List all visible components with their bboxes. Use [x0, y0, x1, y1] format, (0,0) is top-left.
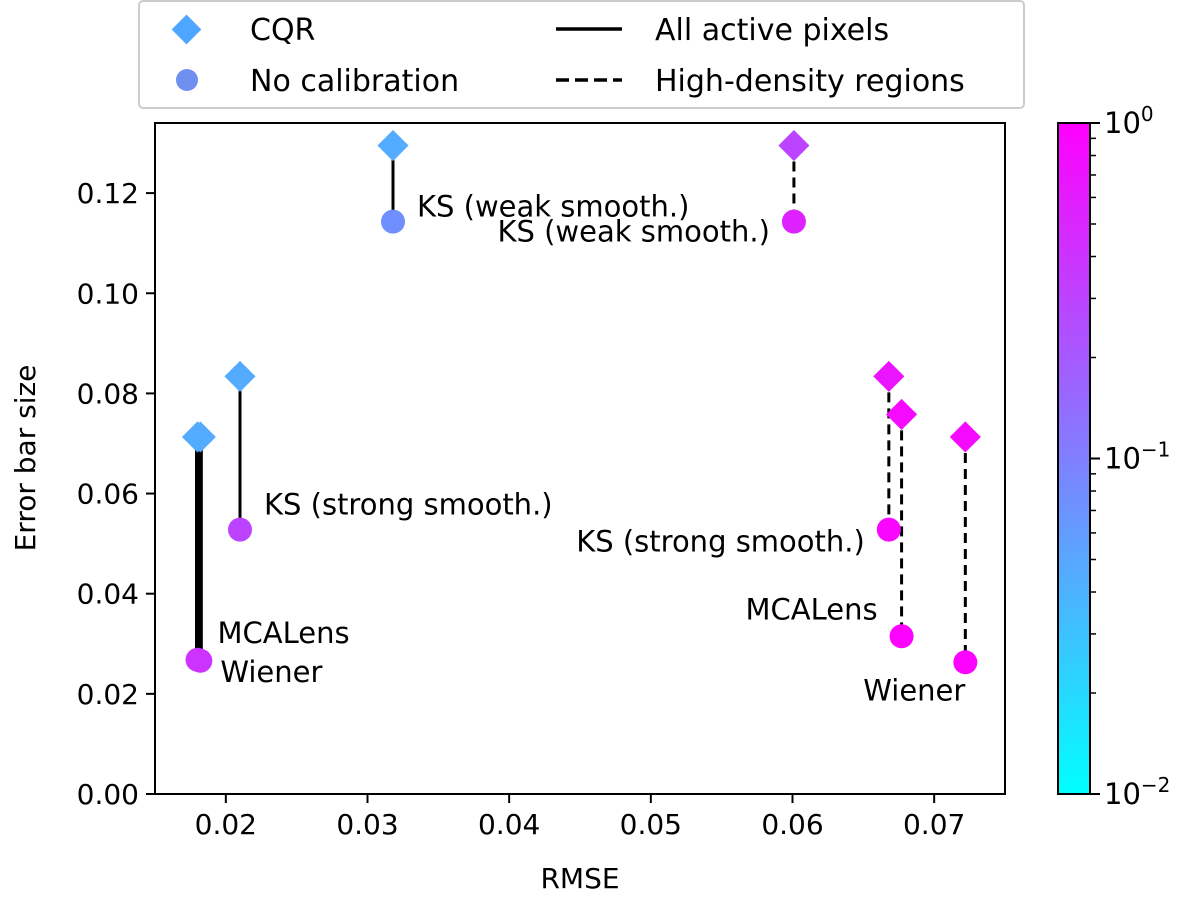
point-label: KS (weak smooth.): [417, 190, 689, 224]
legend-cqr-marker: [171, 14, 202, 45]
no-calibration-point: [188, 648, 213, 673]
x-tick-label: 0.04: [478, 808, 540, 841]
point-label: KS (weak smooth.): [497, 215, 769, 249]
legend: CQR No calibration All active pixels Hig…: [138, 0, 1025, 109]
point-label: KS (strong smooth.): [264, 488, 553, 522]
x-tick-label: 0.07: [903, 808, 965, 841]
cqr-point: [377, 129, 409, 162]
plot-area: KS (weak smooth.) KS (strong smooth.) MCAL…: [77, 122, 1006, 841]
x-tick-label: 0.03: [336, 808, 398, 841]
cqr-point: [949, 421, 981, 453]
colorbar-gradient: [1057, 122, 1091, 795]
connector-lines: [195, 145, 967, 663]
point-label: KS (strong smooth.): [576, 525, 865, 559]
x-tick-label: 0.05: [620, 808, 682, 841]
no-calibration-point: [228, 517, 252, 542]
cqr-point: [873, 360, 905, 392]
colorbar-major-ticks: 100 10−1 10−2: [1090, 102, 1170, 811]
x-tick-label: 0.06: [761, 808, 823, 841]
legend-dashed-label: High-density regions: [655, 64, 965, 99]
y-tick-label: 0.08: [77, 377, 139, 410]
y-axis-ticks: 0.00 0.02 0.04 0.06 0.08 0.10 0.12: [77, 177, 155, 811]
point-label: MCALens: [745, 592, 877, 626]
point-label: MCALens: [218, 616, 350, 650]
cqr-point: [184, 421, 216, 453]
colorbar-minor-ticks: [1090, 137, 1096, 694]
no-calibration-point: [781, 209, 806, 234]
plot-frame: [154, 122, 1006, 795]
cqr-point: [886, 398, 918, 430]
no-calibration-point: [876, 517, 901, 542]
point-label: Wiener: [863, 673, 965, 707]
x-tick-label: 0.02: [195, 808, 257, 841]
y-tick-label: 0.00: [77, 778, 139, 811]
point-labels: KS (weak smooth.) KS (strong smooth.) MCAL…: [218, 190, 966, 708]
legend-nocal-marker: [176, 69, 198, 91]
data-markers: [181, 129, 981, 675]
colorbar-tick-label: 100: [1104, 102, 1154, 140]
legend-frame: [138, 0, 1025, 109]
y-tick-label: 0.06: [77, 478, 139, 511]
y-tick-label: 0.10: [77, 277, 139, 310]
legend-nocal-label: No calibration: [250, 64, 459, 99]
legend-solid-label: All active pixels: [655, 13, 889, 48]
x-axis-ticks: 0.02 0.03 0.04 0.05 0.06 0.07: [195, 794, 965, 841]
no-calibration-point: [889, 624, 914, 649]
y-axis-label: Error bar size: [9, 365, 42, 552]
colorbar-tick-label: 10−2: [1104, 773, 1170, 811]
x-axis-label: RMSE: [540, 862, 619, 895]
legend-cqr-label: CQR: [250, 13, 315, 48]
cqr-point: [224, 360, 256, 392]
no-calibration-point: [953, 650, 978, 675]
y-tick-label: 0.04: [77, 578, 139, 611]
point-label: Wiener: [220, 655, 322, 689]
colorbar-tick-label: 10−1: [1104, 438, 1170, 476]
y-tick-label: 0.12: [77, 177, 139, 210]
y-tick-label: 0.02: [77, 678, 139, 711]
colorbar: 100 10−1 10−2: [1057, 102, 1170, 811]
no-calibration-point: [381, 209, 405, 234]
cqr-point: [778, 129, 810, 162]
